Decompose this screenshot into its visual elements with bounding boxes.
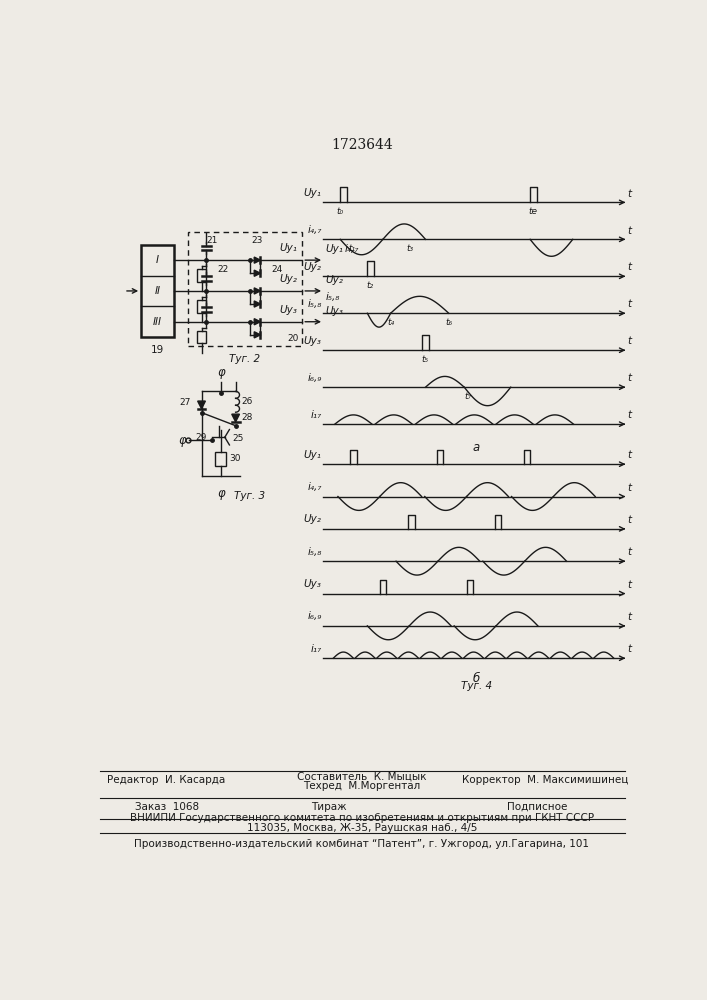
- Text: t: t: [628, 226, 632, 235]
- Text: t₆: t₆: [445, 318, 452, 327]
- Text: II: II: [154, 286, 160, 296]
- Text: Uу₃: Uу₃: [304, 579, 322, 589]
- Text: 28: 28: [242, 413, 253, 422]
- Bar: [197, 300, 206, 312]
- Text: i₁₇: i₁₇: [310, 410, 322, 420]
- Text: Uу₂: Uу₂: [304, 514, 322, 524]
- Text: t: t: [628, 515, 632, 525]
- Polygon shape: [232, 414, 240, 422]
- Text: 27: 27: [180, 398, 191, 407]
- Text: i₅,₈: i₅,₈: [308, 547, 322, 557]
- Text: 26: 26: [242, 397, 253, 406]
- Text: i₆,₉: i₆,₉: [308, 373, 322, 383]
- Text: t₃: t₃: [407, 244, 414, 253]
- Text: 20: 20: [288, 334, 299, 343]
- Text: Корректор  М. Максимишинец: Корректор М. Максимишинец: [462, 775, 629, 785]
- Bar: [216, 452, 226, 466]
- Text: 23: 23: [252, 236, 263, 245]
- Polygon shape: [255, 288, 260, 294]
- Text: 25: 25: [233, 434, 244, 443]
- Bar: [197, 269, 206, 282]
- Text: Uу₂: Uу₂: [279, 274, 297, 284]
- Text: Uу₂: Uу₂: [304, 262, 322, 272]
- Text: t: t: [628, 450, 632, 460]
- Text: 29: 29: [196, 433, 207, 442]
- Text: 21: 21: [206, 236, 218, 245]
- Text: Заказ  1068: Заказ 1068: [135, 802, 199, 812]
- Text: t: t: [628, 644, 632, 654]
- Text: Uу₃: Uу₃: [304, 336, 322, 346]
- Text: t₁: t₁: [349, 244, 356, 253]
- Text: t: t: [628, 299, 632, 309]
- Text: t: t: [628, 410, 632, 420]
- Bar: [141, 245, 174, 337]
- Text: I: I: [156, 255, 159, 265]
- Text: i₄,₇: i₄,₇: [345, 244, 359, 254]
- Text: i₅,₈: i₅,₈: [308, 299, 322, 309]
- Text: 19: 19: [151, 345, 164, 355]
- Polygon shape: [255, 257, 260, 263]
- Text: i₄,₇: i₄,₇: [308, 482, 322, 492]
- Text: Τуг. 3: Τуг. 3: [234, 491, 265, 501]
- Text: Uу₃: Uу₃: [279, 305, 297, 315]
- Bar: [197, 331, 206, 343]
- Text: tе: tе: [529, 207, 538, 216]
- Text: i₁₇: i₁₇: [310, 644, 322, 654]
- Text: Uу₁: Uу₁: [304, 450, 322, 460]
- Text: III: III: [153, 317, 162, 327]
- Text: φ: φ: [217, 487, 225, 500]
- Text: t: t: [628, 336, 632, 346]
- Text: t: t: [628, 483, 632, 493]
- Text: Uу₁: Uу₁: [304, 188, 322, 198]
- Text: Техред  М.Моргентал: Техред М.Моргентал: [303, 781, 421, 791]
- Text: Uу₁: Uу₁: [279, 243, 297, 253]
- Text: Производственно-издательский комбинат “Патент”, г. Ужгород, ул.Гагарина, 101: Производственно-издательский комбинат “П…: [134, 839, 590, 849]
- Polygon shape: [255, 301, 260, 307]
- Text: Uу₁: Uу₁: [325, 244, 344, 254]
- Text: a: a: [473, 441, 480, 454]
- Text: t: t: [628, 612, 632, 622]
- Text: i₆,₉: i₆,₉: [308, 611, 322, 621]
- Text: t: t: [628, 547, 632, 557]
- Text: Τуг. 2: Τуг. 2: [229, 354, 260, 364]
- Polygon shape: [198, 401, 206, 409]
- Text: 113035, Москва, Ж-35, Раушская наб., 4/5: 113035, Москва, Ж-35, Раушская наб., 4/5: [247, 823, 477, 833]
- Text: 24: 24: [271, 265, 283, 274]
- Text: i₄,₇: i₄,₇: [308, 225, 322, 235]
- Text: Uу₃: Uу₃: [325, 306, 344, 316]
- Text: Составитель  К. Мыцык: Составитель К. Мыцык: [297, 771, 427, 781]
- Text: t₇: t₇: [464, 392, 472, 401]
- Text: t: t: [628, 189, 632, 199]
- Text: 1723644: 1723644: [331, 138, 393, 152]
- Text: φ: φ: [178, 434, 186, 447]
- Text: t₅: t₅: [421, 355, 428, 364]
- Polygon shape: [255, 319, 260, 325]
- Text: t₂: t₂: [367, 281, 374, 290]
- Text: φ: φ: [217, 366, 225, 379]
- Text: t: t: [628, 262, 632, 272]
- Text: i₅,₈: i₅,₈: [325, 292, 340, 302]
- Text: Тираж: Тираж: [311, 802, 346, 812]
- Text: 22: 22: [217, 265, 228, 274]
- Text: t₀: t₀: [337, 207, 344, 216]
- Text: ВНИИПИ Государственного комитета по изобретениям и открытиям при ГКНТ СССР: ВНИИПИ Государственного комитета по изоб…: [130, 813, 594, 823]
- Text: 30: 30: [230, 454, 241, 463]
- Text: t₄: t₄: [387, 318, 395, 327]
- Text: t: t: [628, 580, 632, 590]
- Text: Редактор  И. Касарда: Редактор И. Касарда: [107, 775, 225, 785]
- Polygon shape: [255, 332, 260, 338]
- Polygon shape: [255, 270, 260, 276]
- Text: Uу₂: Uу₂: [325, 275, 344, 285]
- Text: б: б: [473, 672, 480, 685]
- Text: Подписное: Подписное: [507, 802, 567, 812]
- Bar: [187, 232, 303, 346]
- Text: Τуг. 4: Τуг. 4: [461, 681, 492, 691]
- Text: t: t: [628, 373, 632, 383]
